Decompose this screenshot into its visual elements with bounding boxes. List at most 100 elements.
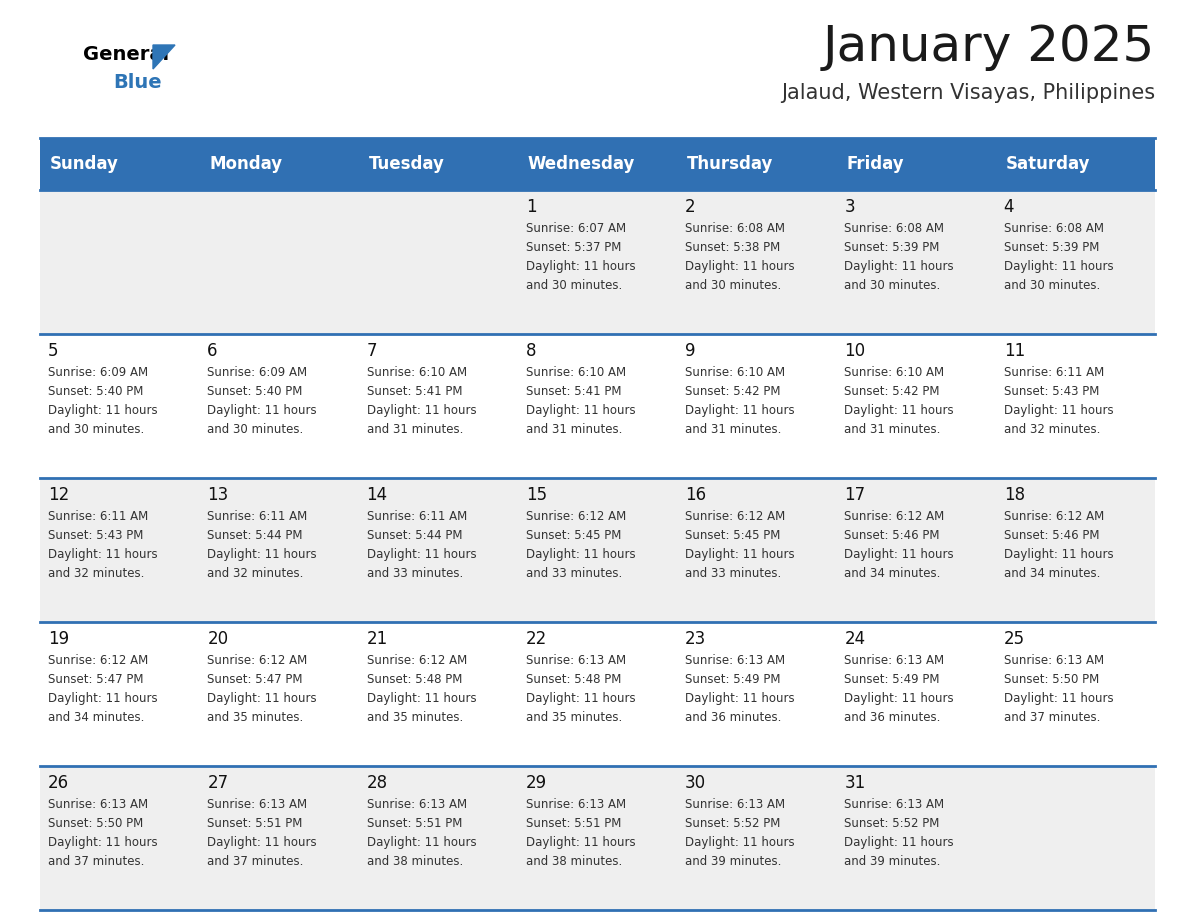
Text: Daylight: 11 hours: Daylight: 11 hours [207,404,317,417]
Text: Monday: Monday [209,155,283,173]
Text: Sunset: 5:47 PM: Sunset: 5:47 PM [48,673,144,686]
Text: and 32 minutes.: and 32 minutes. [207,567,304,580]
Text: and 33 minutes.: and 33 minutes. [367,567,463,580]
Text: and 31 minutes.: and 31 minutes. [845,423,941,436]
Text: 29: 29 [526,774,546,792]
Text: Sunset: 5:51 PM: Sunset: 5:51 PM [207,817,303,830]
Text: 19: 19 [48,630,69,648]
Text: and 31 minutes.: and 31 minutes. [367,423,463,436]
Text: Sunset: 5:48 PM: Sunset: 5:48 PM [367,673,462,686]
Text: Daylight: 11 hours: Daylight: 11 hours [48,548,158,561]
Text: Sunset: 5:44 PM: Sunset: 5:44 PM [367,529,462,542]
Text: Sunset: 5:47 PM: Sunset: 5:47 PM [207,673,303,686]
Text: and 35 minutes.: and 35 minutes. [367,711,463,724]
Text: Friday: Friday [846,155,904,173]
Text: 9: 9 [685,342,696,360]
Text: Sunset: 5:42 PM: Sunset: 5:42 PM [685,385,781,398]
Text: Sunrise: 6:13 AM: Sunrise: 6:13 AM [845,798,944,811]
Text: and 33 minutes.: and 33 minutes. [526,567,623,580]
Text: Daylight: 11 hours: Daylight: 11 hours [207,548,317,561]
Text: Sunrise: 6:10 AM: Sunrise: 6:10 AM [845,366,944,379]
Text: and 30 minutes.: and 30 minutes. [845,279,941,292]
Text: Sunrise: 6:11 AM: Sunrise: 6:11 AM [48,510,148,523]
Bar [40,138,1155,190]
Text: Sunset: 5:40 PM: Sunset: 5:40 PM [48,385,144,398]
Text: 1: 1 [526,198,537,216]
Text: 26: 26 [48,774,69,792]
Text: and 32 minutes.: and 32 minutes. [48,567,145,580]
Text: Sunset: 5:43 PM: Sunset: 5:43 PM [48,529,144,542]
Text: Daylight: 11 hours: Daylight: 11 hours [526,548,636,561]
Text: Daylight: 11 hours: Daylight: 11 hours [367,404,476,417]
Text: Sunrise: 6:09 AM: Sunrise: 6:09 AM [207,366,308,379]
Text: Sunrise: 6:09 AM: Sunrise: 6:09 AM [48,366,148,379]
Text: Sunrise: 6:08 AM: Sunrise: 6:08 AM [1004,222,1104,235]
Text: Saturday: Saturday [1006,155,1091,173]
Text: and 34 minutes.: and 34 minutes. [48,711,145,724]
Text: Sunset: 5:52 PM: Sunset: 5:52 PM [685,817,781,830]
Text: Daylight: 11 hours: Daylight: 11 hours [685,404,795,417]
Text: 23: 23 [685,630,707,648]
Text: Sunset: 5:52 PM: Sunset: 5:52 PM [845,817,940,830]
Text: 25: 25 [1004,630,1025,648]
Text: Daylight: 11 hours: Daylight: 11 hours [685,836,795,849]
Text: Sunset: 5:48 PM: Sunset: 5:48 PM [526,673,621,686]
Text: Daylight: 11 hours: Daylight: 11 hours [845,692,954,705]
Text: Sunrise: 6:11 AM: Sunrise: 6:11 AM [1004,366,1104,379]
Text: and 31 minutes.: and 31 minutes. [526,423,623,436]
Text: Sunset: 5:40 PM: Sunset: 5:40 PM [207,385,303,398]
Text: Sunset: 5:50 PM: Sunset: 5:50 PM [48,817,144,830]
Text: 8: 8 [526,342,536,360]
Text: Wednesday: Wednesday [527,155,636,173]
Text: 20: 20 [207,630,228,648]
Text: General: General [83,45,169,64]
Text: and 35 minutes.: and 35 minutes. [207,711,304,724]
Text: 3: 3 [845,198,855,216]
Text: 10: 10 [845,342,866,360]
Text: 17: 17 [845,486,866,504]
Text: 4: 4 [1004,198,1015,216]
Text: Sunrise: 6:13 AM: Sunrise: 6:13 AM [685,798,785,811]
Text: Daylight: 11 hours: Daylight: 11 hours [1004,692,1113,705]
Text: Sunrise: 6:13 AM: Sunrise: 6:13 AM [367,798,467,811]
Text: Jalaud, Western Visayas, Philippines: Jalaud, Western Visayas, Philippines [781,83,1155,103]
Text: January 2025: January 2025 [823,23,1155,71]
Text: Sunset: 5:39 PM: Sunset: 5:39 PM [845,241,940,254]
Text: Daylight: 11 hours: Daylight: 11 hours [526,692,636,705]
Text: Daylight: 11 hours: Daylight: 11 hours [367,548,476,561]
Text: Sunrise: 6:12 AM: Sunrise: 6:12 AM [367,654,467,667]
Text: and 31 minutes.: and 31 minutes. [685,423,782,436]
Text: and 32 minutes.: and 32 minutes. [1004,423,1100,436]
Text: and 38 minutes.: and 38 minutes. [526,855,623,868]
Text: Sunrise: 6:12 AM: Sunrise: 6:12 AM [48,654,148,667]
Text: and 30 minutes.: and 30 minutes. [1004,279,1100,292]
Bar [40,622,1155,766]
Text: 31: 31 [845,774,866,792]
Text: and 37 minutes.: and 37 minutes. [207,855,304,868]
Text: 21: 21 [367,630,387,648]
Text: Blue: Blue [113,73,162,92]
Text: Daylight: 11 hours: Daylight: 11 hours [1004,260,1113,273]
Text: and 37 minutes.: and 37 minutes. [48,855,145,868]
Text: 6: 6 [207,342,217,360]
Text: Sunrise: 6:07 AM: Sunrise: 6:07 AM [526,222,626,235]
Text: Daylight: 11 hours: Daylight: 11 hours [526,836,636,849]
Text: and 39 minutes.: and 39 minutes. [845,855,941,868]
Text: Sunset: 5:37 PM: Sunset: 5:37 PM [526,241,621,254]
Text: Sunset: 5:39 PM: Sunset: 5:39 PM [1004,241,1099,254]
Text: 27: 27 [207,774,228,792]
Text: Sunset: 5:46 PM: Sunset: 5:46 PM [1004,529,1099,542]
Text: and 33 minutes.: and 33 minutes. [685,567,782,580]
Text: 15: 15 [526,486,546,504]
Text: 22: 22 [526,630,548,648]
Text: 28: 28 [367,774,387,792]
Text: Sunrise: 6:13 AM: Sunrise: 6:13 AM [526,654,626,667]
Text: Sunrise: 6:12 AM: Sunrise: 6:12 AM [526,510,626,523]
Text: Daylight: 11 hours: Daylight: 11 hours [845,404,954,417]
Text: 24: 24 [845,630,866,648]
Text: and 34 minutes.: and 34 minutes. [1004,567,1100,580]
Text: Sunset: 5:43 PM: Sunset: 5:43 PM [1004,385,1099,398]
Text: Daylight: 11 hours: Daylight: 11 hours [845,260,954,273]
Text: Sunset: 5:49 PM: Sunset: 5:49 PM [845,673,940,686]
Text: Sunrise: 6:12 AM: Sunrise: 6:12 AM [207,654,308,667]
